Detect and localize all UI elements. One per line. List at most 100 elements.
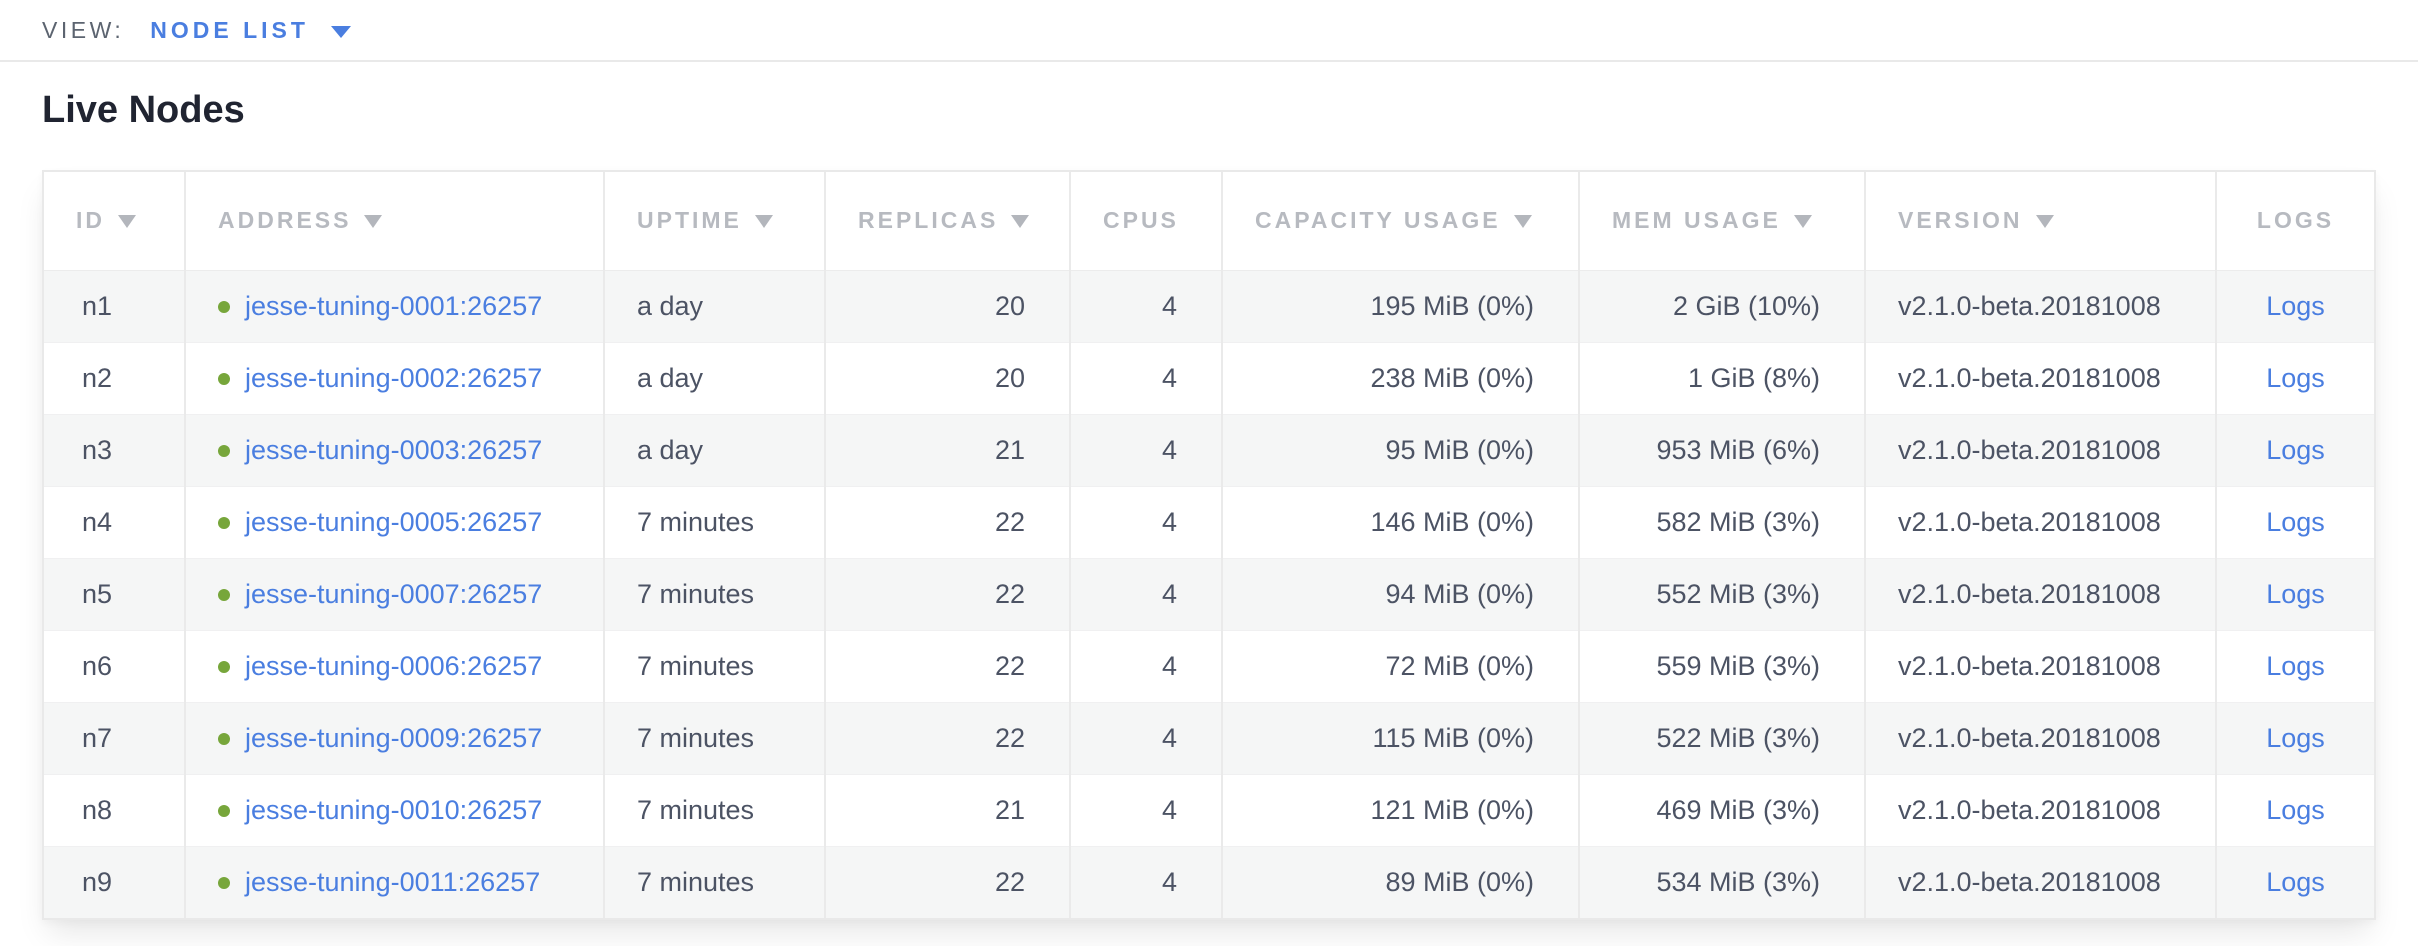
version-value: v2.1.0-beta.20181008 — [1898, 506, 2161, 537]
mem-value: 469 MiB (3%) — [1656, 794, 1820, 825]
mem-cell: 1 GiB (8%) — [1579, 342, 1866, 414]
column-header-logs: LOGS — [2216, 172, 2374, 271]
version-value: v2.1.0-beta.20181008 — [1898, 722, 2161, 753]
node-address-link[interactable]: jesse-tuning-0010:26257 — [245, 794, 543, 825]
uptime-value: 7 minutes — [637, 866, 755, 897]
node-live-status-icon — [218, 804, 230, 817]
replicas-value: 22 — [994, 506, 1025, 537]
capacity-value: 115 MiB (0%) — [1372, 722, 1534, 753]
logs-link[interactable]: Logs — [2266, 866, 2325, 897]
sort-desc-icon — [1011, 215, 1030, 229]
version-value: v2.1.0-beta.20181008 — [1898, 578, 2161, 609]
node-address-link[interactable]: jesse-tuning-0007:26257 — [245, 578, 543, 609]
column-header-label: CAPACITY USAGE — [1255, 207, 1501, 234]
node-live-status-icon — [218, 300, 230, 313]
logs-link[interactable]: Logs — [2266, 794, 2325, 825]
node-address-link[interactable]: jesse-tuning-0011:26257 — [245, 866, 541, 897]
logs-link[interactable]: Logs — [2266, 506, 2325, 537]
node-address-link[interactable]: jesse-tuning-0005:26257 — [245, 506, 543, 537]
node-address-link[interactable]: jesse-tuning-0001:26257 — [245, 290, 543, 321]
mem-value: 2 GiB (10%) — [1672, 290, 1820, 321]
column-header-mem[interactable]: MEM USAGE — [1579, 172, 1866, 271]
chevron-down-icon — [330, 25, 351, 38]
address-cell: jesse-tuning-0009:26257 — [185, 702, 605, 774]
id-value: n9 — [82, 866, 113, 897]
id-cell: n4 — [44, 486, 186, 558]
logs-link[interactable]: Logs — [2266, 722, 2325, 753]
mem-cell: 552 MiB (3%) — [1579, 558, 1866, 630]
column-header-capacity[interactable]: CAPACITY USAGE — [1222, 172, 1580, 271]
view-label: VIEW: — [42, 16, 125, 43]
id-value: n3 — [82, 434, 113, 465]
column-header-version[interactable]: VERSION — [1865, 172, 2217, 271]
version-cell: v2.1.0-beta.20181008 — [1865, 702, 2217, 774]
column-header-replicas[interactable]: REPLICAS — [825, 172, 1071, 271]
table-row: n5 jesse-tuning-0007:26257 7 minutes 22 4 94 … — [44, 558, 2374, 630]
replicas-value: 20 — [994, 362, 1025, 393]
column-header-cpus: CPUS — [1070, 172, 1223, 271]
column-header-id[interactable]: ID — [44, 172, 186, 271]
page-title: Live Nodes — [42, 89, 245, 131]
node-address-link[interactable]: jesse-tuning-0006:26257 — [245, 650, 543, 681]
column-header-uptime[interactable]: UPTIME — [604, 172, 826, 271]
uptime-value: a day — [637, 362, 704, 393]
capacity-value: 121 MiB (0%) — [1370, 794, 1534, 825]
capacity-cell: 95 MiB (0%) — [1222, 414, 1580, 486]
logs-link[interactable]: Logs — [2266, 434, 2325, 465]
column-header-label: VERSION — [1898, 207, 2023, 234]
cpus-cell: 4 — [1070, 702, 1223, 774]
replicas-cell: 20 — [825, 270, 1071, 342]
uptime-value: 7 minutes — [637, 794, 755, 825]
address-cell: jesse-tuning-0010:26257 — [185, 774, 605, 846]
version-value: v2.1.0-beta.20181008 — [1898, 362, 2161, 393]
column-header-label: CPUS — [1103, 207, 1179, 234]
replicas-value: 20 — [994, 290, 1025, 321]
replicas-value: 22 — [994, 578, 1025, 609]
node-address-link[interactable]: jesse-tuning-0009:26257 — [245, 722, 543, 753]
column-header-label: ADDRESS — [218, 207, 352, 234]
mem-cell: 534 MiB (3%) — [1579, 846, 1866, 918]
node-live-status-icon — [218, 372, 230, 385]
id-value: n6 — [82, 650, 113, 681]
id-value: n2 — [82, 362, 113, 393]
version-value: v2.1.0-beta.20181008 — [1898, 650, 2161, 681]
uptime-cell: 7 minutes — [604, 774, 826, 846]
logs-cell: Logs — [2216, 414, 2374, 486]
column-header-label: REPLICAS — [858, 207, 999, 234]
id-value: n5 — [82, 578, 113, 609]
version-cell: v2.1.0-beta.20181008 — [1865, 630, 2217, 702]
cpus-cell: 4 — [1070, 846, 1223, 918]
id-cell: n8 — [44, 774, 186, 846]
replicas-value: 22 — [994, 722, 1025, 753]
logs-link[interactable]: Logs — [2266, 578, 2325, 609]
column-header-address[interactable]: ADDRESS — [185, 172, 605, 271]
mem-value: 582 MiB (3%) — [1656, 506, 1820, 537]
node-address-link[interactable]: jesse-tuning-0002:26257 — [245, 362, 543, 393]
logs-cell: Logs — [2216, 846, 2374, 918]
logs-link[interactable]: Logs — [2266, 362, 2325, 393]
column-header-label: ID — [76, 207, 105, 234]
view-selector[interactable]: NODE LIST — [150, 17, 351, 44]
node-address-link[interactable]: jesse-tuning-0003:26257 — [245, 434, 543, 465]
view-bar: VIEW: NODE LIST — [0, 0, 2418, 62]
logs-link[interactable]: Logs — [2266, 290, 2325, 321]
replicas-cell: 22 — [825, 558, 1071, 630]
id-value: n4 — [82, 506, 113, 537]
logs-link[interactable]: Logs — [2266, 650, 2325, 681]
sort-desc-icon — [364, 215, 383, 229]
sort-desc-icon — [2035, 215, 2054, 229]
capacity-value: 146 MiB (0%) — [1370, 506, 1534, 537]
logs-cell: Logs — [2216, 486, 2374, 558]
version-cell: v2.1.0-beta.20181008 — [1865, 774, 2217, 846]
mem-value: 534 MiB (3%) — [1656, 866, 1820, 897]
mem-value: 1 GiB (8%) — [1687, 362, 1820, 393]
replicas-value: 22 — [994, 866, 1025, 897]
capacity-value: 72 MiB (0%) — [1385, 650, 1534, 681]
cpus-value: 4 — [1161, 290, 1177, 321]
capacity-value: 238 MiB (0%) — [1370, 362, 1534, 393]
cpus-value: 4 — [1161, 650, 1177, 681]
node-live-status-icon — [218, 516, 230, 529]
uptime-value: 7 minutes — [637, 722, 755, 753]
capacity-value: 89 MiB (0%) — [1385, 866, 1534, 897]
node-live-status-icon — [218, 444, 230, 457]
